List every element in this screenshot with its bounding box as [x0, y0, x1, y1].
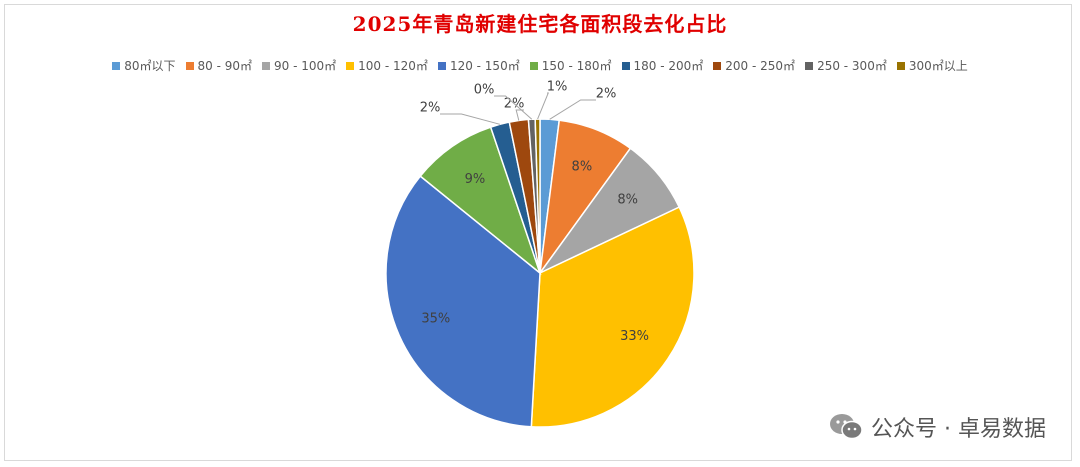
legend-item: 150 - 180㎡ — [529, 57, 612, 74]
watermark-text: 公众号 · 卓易数据 — [871, 417, 1046, 442]
legend-swatch — [529, 61, 538, 70]
wechat-icon — [830, 414, 863, 440]
legend-swatch — [112, 61, 121, 70]
slice-data-label: 0% — [474, 83, 495, 98]
legend-label: 300㎡以上 — [908, 59, 968, 73]
pie-slice — [530, 206, 695, 428]
legend-label: 80㎡以下 — [124, 59, 176, 73]
pie-slice — [419, 126, 542, 276]
legend-item: 100 - 120㎡ — [346, 57, 428, 74]
legend-swatch — [437, 61, 446, 70]
slice-data-label: 8% — [572, 160, 593, 175]
chart-legend: 80㎡以下 80 - 90㎡ 90 - 100㎡ 100 - 120㎡ 120 - 15… — [0, 57, 1080, 74]
leader-line — [549, 99, 596, 120]
legend-swatch — [713, 61, 722, 70]
legend-label: 200 - 250㎡ — [725, 59, 796, 73]
legend-item: 180 - 200㎡ — [621, 57, 704, 74]
legend-label: 150 - 180㎡ — [541, 59, 612, 73]
legend-item: 250 - 300㎡ — [805, 57, 887, 74]
legend-item: 90 - 100㎡ — [262, 57, 336, 74]
legend-item: 80㎡以下 — [112, 57, 176, 74]
legend-item: 120 - 150㎡ — [437, 57, 520, 74]
legend-item: 200 - 250㎡ — [713, 57, 795, 74]
slice-data-label: 8% — [617, 193, 638, 208]
legend-swatch — [621, 61, 630, 70]
legend-item: 300㎡以上 — [896, 57, 968, 74]
pie-slice — [534, 118, 541, 274]
legend-swatch — [185, 61, 194, 70]
slice-data-label: 33% — [620, 329, 649, 344]
legend-label: 120 - 150㎡ — [449, 59, 520, 73]
slice-data-label: 9% — [465, 172, 486, 187]
legend-swatch — [262, 61, 271, 70]
leader-line — [494, 95, 533, 120]
leader-line — [537, 92, 550, 120]
legend-label: 180 - 200㎡ — [633, 59, 704, 73]
slice-data-label: 2% — [420, 101, 441, 116]
slice-data-label: 2% — [596, 87, 617, 102]
slice-data-label: 1% — [547, 80, 568, 95]
legend-swatch — [805, 61, 814, 70]
watermark: 公众号 · 卓易数据 — [829, 411, 1046, 443]
legend-label: 80 - 90㎡ — [197, 59, 253, 73]
legend-item: 80 - 90㎡ — [185, 57, 253, 74]
slice-data-label: 35% — [421, 312, 450, 327]
legend-swatch — [896, 61, 905, 70]
legend-label: 90 - 100㎡ — [274, 59, 337, 73]
legend-label: 100 - 120㎡ — [358, 59, 428, 73]
pie-slice — [385, 175, 541, 428]
legend-label: 250 - 300㎡ — [817, 59, 887, 73]
legend-swatch — [346, 61, 355, 70]
leader-line — [440, 113, 501, 125]
chart-title: 2025年青岛新建住宅各面积段去化占比 — [352, 12, 728, 36]
